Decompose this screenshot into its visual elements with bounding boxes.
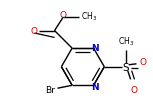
Text: O: O <box>60 11 67 20</box>
Text: N: N <box>91 43 98 52</box>
Text: N: N <box>91 82 98 91</box>
Text: O: O <box>130 85 137 94</box>
Text: O: O <box>31 27 38 36</box>
Text: Br: Br <box>45 85 55 94</box>
Text: O: O <box>140 58 147 67</box>
Text: CH$_3$: CH$_3$ <box>118 35 134 47</box>
Text: S: S <box>122 62 129 72</box>
Text: CH$_3$: CH$_3$ <box>81 11 97 23</box>
